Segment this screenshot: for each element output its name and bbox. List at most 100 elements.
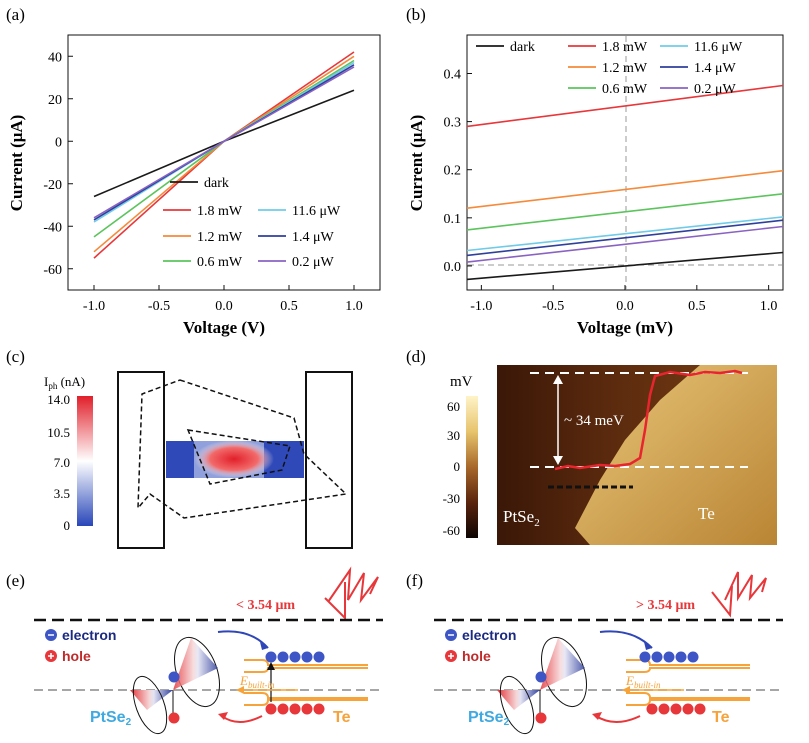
step-height-label: ~ 34 meV (564, 413, 624, 429)
hole-transfer-arrowhead (592, 712, 602, 720)
hole-icon-plus (448, 653, 454, 659)
te-hole (646, 703, 658, 715)
y-tick-label: 0.0 (444, 260, 462, 275)
y-tick-label: 0.4 (444, 67, 462, 82)
te-hole (658, 703, 670, 715)
y-tick-label: 0.2 (444, 164, 462, 179)
lower-dirac-cone (497, 690, 540, 710)
te-conduction-band (244, 659, 368, 666)
cbar-c-tick: 10.5 (47, 425, 70, 440)
electron-transfer-arrowhead (644, 642, 652, 650)
series-line-1-8-mw (466, 84, 784, 128)
panel-a-series (93, 51, 355, 259)
upper-dirac-cone (540, 638, 585, 690)
x-tick-label: 0.5 (280, 299, 298, 314)
photocurrent-hotspot (194, 440, 274, 478)
y-tick-label: 40 (48, 50, 62, 65)
panel-a-y-label: Current (μA) (7, 115, 26, 212)
legend-electron: electron (462, 627, 516, 643)
x-tick-label: 0.0 (616, 299, 634, 314)
series-line-dark (466, 251, 784, 281)
electron-transfer-arrowhead (260, 642, 268, 650)
cbar-d-tick: 60 (447, 399, 460, 414)
y-tick-label: -60 (43, 263, 62, 278)
panel-c-colorbar-title: Iph (nA) (44, 374, 85, 391)
series-line-1-2-mw (466, 169, 784, 209)
ptse2-label: PtSe2 (468, 709, 510, 728)
te-electron (313, 651, 325, 663)
electron-transfer-arrow (217, 630, 269, 649)
series-line-0-2-w (93, 66, 355, 219)
ptse2-label: PtSe2 (90, 709, 132, 728)
panel-d-colorbar-ticks: 60 30 0 -30 -60 (443, 399, 460, 538)
te-electron (265, 651, 277, 663)
te-conduction-band-edge (626, 667, 750, 673)
light-wave-icon (724, 571, 767, 602)
te-hole (277, 703, 289, 715)
te-electron (289, 651, 301, 663)
hole-transfer-arrowhead (218, 712, 228, 720)
te-valence-band-edge (626, 699, 750, 706)
y-tick-label: -20 (43, 178, 62, 193)
wavelength-label: < 3.54 μm (236, 598, 295, 613)
step-arrow-head-down (553, 456, 563, 465)
series-line-1-8-mw (93, 51, 355, 259)
ptse2-hole (535, 712, 547, 724)
series-line-0-6-mw (466, 193, 784, 231)
material-te-label: Te (698, 504, 715, 523)
panel-b-label: (b) (406, 5, 426, 24)
series-line-0-2-w (466, 225, 784, 263)
te-region (575, 365, 777, 545)
x-tick-label: -1.0 (83, 299, 105, 314)
cbar-d-tick: 30 (447, 428, 460, 443)
legend-entry: 0.2 μW (292, 255, 335, 270)
legend-hole: hole (462, 648, 491, 664)
panel-d: (d) mV 60 30 0 -30 -60 ~ 34 meV PtSe2 Te (406, 347, 777, 545)
light-wave-icon-tail (324, 582, 346, 621)
legend-entry: 1.2 mW (197, 230, 243, 245)
te-label: Te (333, 709, 351, 726)
panel-b-legend: dark 1.8 mW 1.2 mW 0.6 mW 11.6 μW 1.4 μW 0.2 μ… (476, 40, 743, 97)
te-electron (687, 651, 699, 663)
panel-d-label: (d) (406, 347, 426, 366)
te-electron (651, 651, 663, 663)
te-valence-band (626, 692, 750, 699)
legend-entry: 11.6 μW (292, 204, 341, 219)
panel-d-colorbar-title: mV (450, 374, 473, 390)
panel-f: (f) > 3.54 μm electron hole (406, 571, 783, 735)
ptse2-hole (168, 712, 180, 724)
te-excitation-arrowhead (267, 662, 275, 670)
right-electrode (305, 371, 353, 549)
cbar-d-tick: -30 (443, 491, 460, 506)
x-tick-label: 0.0 (215, 299, 233, 314)
panel-b-x-ticks: -1.0 -0.5 0.0 0.5 1.0 (470, 285, 777, 314)
built-in-field-arrowhead (622, 686, 630, 694)
panel-a-y-ticks: -60 -40 -20 0 20 40 (43, 50, 73, 278)
series-line-1-4-w (466, 219, 784, 257)
te-electron (639, 651, 651, 663)
panel-a-x-ticks: -1.0 -0.5 0.0 0.5 1.0 (83, 285, 363, 314)
x-tick-label: 1.0 (345, 299, 363, 314)
panel-b-y-label: Current (μA) (407, 115, 426, 212)
legend-entry: 1.8 mW (197, 204, 243, 219)
te-conduction-band-edge (244, 667, 368, 673)
te-hole (313, 703, 325, 715)
hole-icon-plus (48, 653, 54, 659)
te-electron (277, 651, 289, 663)
cbar-c-tick: 7.0 (54, 455, 70, 470)
cbar-d-tick: -60 (443, 523, 460, 538)
panel-b-y-ticks: 0.0 0.1 0.2 0.3 0.4 (444, 67, 472, 275)
electron-transfer-arrow (599, 630, 653, 649)
lower-dirac-cone (130, 690, 173, 710)
legend-entry: dark (510, 40, 535, 55)
te-valence-band (244, 692, 368, 699)
y-tick-label: 20 (48, 93, 62, 108)
material-ptse2-label: PtSe2 (503, 507, 540, 529)
legend-entry: 11.6 μW (694, 40, 743, 55)
y-tick-label: 0 (55, 135, 62, 150)
panel-a-x-label: Voltage (V) (183, 318, 265, 337)
built-in-field-label: Ebuilt-in (239, 673, 275, 690)
legend-entry: 1.8 mW (602, 40, 648, 55)
panel-c: (c) Iph (nA) 14.0 10.5 7.0 3.5 0 (6, 347, 353, 549)
panel-b-series (466, 84, 784, 281)
